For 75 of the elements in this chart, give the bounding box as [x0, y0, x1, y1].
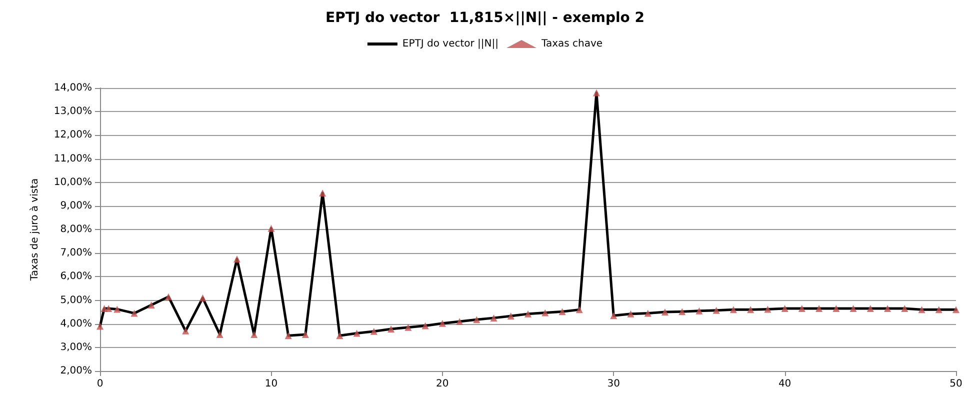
point — [233, 255, 240, 262]
point — [490, 314, 498, 322]
y-tick-label: 3,00% — [60, 342, 92, 353]
point — [610, 312, 618, 320]
x-tick-label: 0 — [96, 378, 104, 390]
x-tick-label: 30 — [607, 378, 620, 390]
point — [130, 310, 138, 317]
y-tick-label: 13,00% — [54, 106, 92, 118]
point — [216, 330, 224, 338]
point — [319, 189, 326, 196]
x-tick-label: 40 — [778, 378, 792, 390]
point — [507, 312, 514, 320]
y-tick-label: 6,00% — [60, 271, 92, 282]
point — [473, 316, 480, 324]
point — [96, 322, 104, 330]
y-tick-label: 11,00% — [54, 153, 92, 164]
point — [901, 305, 908, 312]
point — [370, 328, 378, 335]
point — [764, 306, 772, 313]
y-tick-label: 7,00% — [60, 248, 92, 259]
point — [627, 310, 634, 318]
point — [558, 308, 566, 316]
point — [182, 327, 190, 334]
point — [712, 306, 720, 314]
point — [866, 305, 874, 312]
point — [404, 324, 412, 331]
y-tick-label: 12,00% — [54, 130, 92, 141]
point — [114, 306, 121, 313]
x-tick-label: 10 — [264, 378, 278, 390]
y-tick-label: 8,00% — [60, 224, 92, 235]
point — [438, 320, 446, 327]
point — [302, 330, 309, 338]
point — [884, 305, 892, 312]
point — [336, 332, 344, 340]
point — [199, 294, 206, 302]
point — [678, 308, 686, 316]
y-tick-label: 10,00% — [54, 176, 92, 188]
y-tick-label: 2,00% — [60, 366, 92, 376]
point — [696, 307, 703, 314]
point — [250, 330, 258, 338]
point — [422, 322, 429, 330]
point — [747, 306, 754, 314]
point — [164, 293, 172, 300]
point — [353, 330, 360, 337]
x-tick-label: 50 — [950, 378, 962, 390]
y-axis-title: Taxas de juro à vista — [30, 178, 40, 282]
y-tick-label: 9,00% — [60, 200, 92, 212]
point — [730, 306, 737, 314]
y-tick-label: 14,00% — [54, 82, 92, 94]
point — [592, 89, 600, 96]
point — [456, 318, 464, 325]
point — [388, 326, 395, 333]
point — [850, 305, 857, 312]
y-tick-label: 4,00% — [60, 318, 92, 330]
y-tick-label: 5,00% — [60, 294, 92, 306]
point — [781, 305, 788, 312]
point — [816, 305, 823, 312]
x-tick-label: 20 — [436, 378, 449, 390]
chart-title: EPTJ do vector 11,815×||N|| - exemplo 2 — [326, 10, 644, 26]
point — [105, 305, 112, 312]
point — [952, 306, 960, 314]
point — [644, 310, 652, 317]
point — [284, 332, 292, 340]
point — [832, 305, 840, 312]
point — [542, 309, 549, 316]
legend-label: EPTJ do vector ||N|| — [402, 38, 499, 50]
point — [524, 310, 532, 318]
legend-label: Taxas chave — [540, 38, 603, 50]
point — [148, 301, 155, 308]
point — [798, 305, 806, 312]
point — [935, 306, 942, 314]
point — [268, 224, 275, 232]
point — [918, 306, 926, 314]
point — [661, 308, 668, 316]
point — [576, 306, 583, 314]
